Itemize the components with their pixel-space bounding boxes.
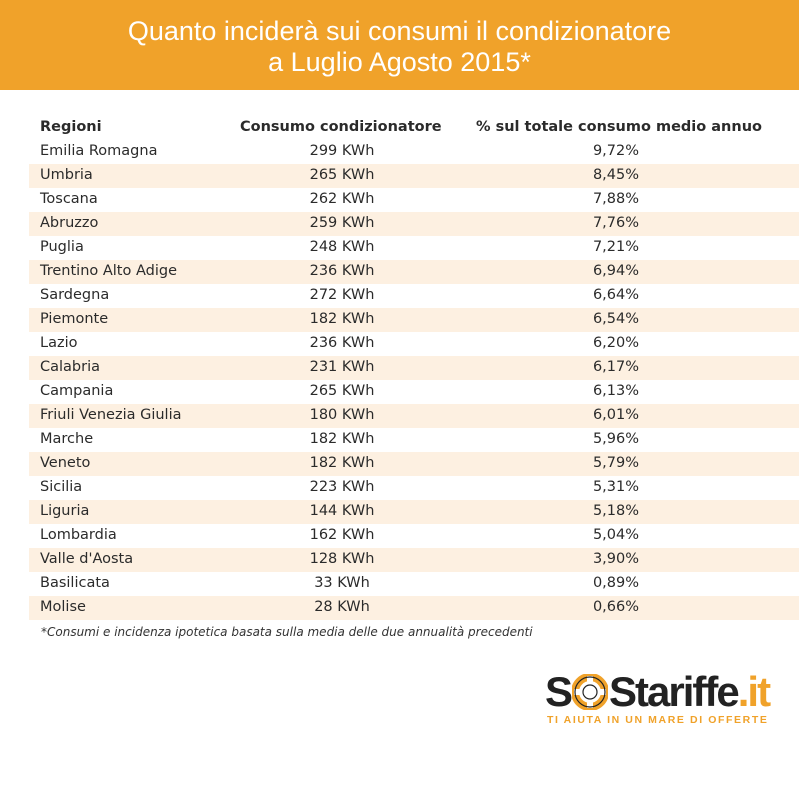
table-header: Regioni Consumo condizionatore % sul tot… (29, 116, 799, 140)
footnote: *Consumi e incidenza ipotetica basata su… (41, 625, 533, 639)
table-row: Valle d'Aosta 128 KWh 3,90% (29, 548, 799, 572)
cell-percentuale: 6,01% (592, 407, 640, 423)
cell-percentuale: 6,94% (592, 263, 640, 279)
cell-regione: Trentino Alto Adige (40, 263, 177, 279)
cell-regione: Lombardia (40, 527, 117, 543)
cell-percentuale: 8,45% (592, 167, 640, 183)
cell-regione: Liguria (40, 503, 90, 519)
cell-percentuale: 7,76% (592, 215, 640, 231)
table-row: Liguria 144 KWh 5,18% (29, 500, 799, 524)
cell-regione: Piemonte (40, 311, 109, 327)
cell-percentuale: 7,21% (592, 239, 640, 255)
cell-regione: Toscana (40, 191, 98, 207)
cell-percentuale: 3,90% (592, 551, 640, 567)
cell-consumo: 223 KWh (309, 479, 375, 495)
table-row: Campania 265 KWh 6,13% (29, 380, 799, 404)
cell-regione: Puglia (40, 239, 84, 255)
cell-consumo: 272 KWh (309, 287, 375, 303)
cell-percentuale: 5,31% (592, 479, 640, 495)
table-row: Sicilia 223 KWh 5,31% (29, 476, 799, 500)
logo-tagline: TI AIUTA IN UN MARE DI OFFERTE (547, 714, 769, 726)
cell-percentuale: 5,18% (592, 503, 640, 519)
column-header-percentuale: % sul totale consumo medio annuo (476, 119, 762, 135)
cell-regione: Umbria (40, 167, 93, 183)
table-row: Molise 28 KWh 0,66% (29, 596, 799, 620)
cell-percentuale: 5,04% (592, 527, 640, 543)
table-row: Puglia 248 KWh 7,21% (29, 236, 799, 260)
table-row: Basilicata 33 KWh 0,89% (29, 572, 799, 596)
logo-letter-s1: S (545, 668, 573, 715)
cell-percentuale: 7,88% (592, 191, 640, 207)
table-row: Emilia Romagna 299 KWh 9,72% (29, 140, 799, 164)
cell-regione: Lazio (40, 335, 78, 351)
cell-regione: Molise (40, 599, 86, 615)
logo-letter-s2: S (609, 668, 637, 715)
sostariffe-logo: S Stariffe.it TI AIUTA IN UN MARE DI OFF… (545, 670, 785, 730)
cell-consumo: 180 KWh (309, 407, 375, 423)
cell-percentuale: 5,96% (592, 431, 640, 447)
cell-regione: Friuli Venezia Giulia (40, 407, 182, 423)
table-row: Lazio 236 KWh 6,20% (29, 332, 799, 356)
cell-consumo: 265 KWh (309, 383, 375, 399)
cell-percentuale: 0,89% (592, 575, 640, 591)
table-row: Friuli Venezia Giulia 180 KWh 6,01% (29, 404, 799, 428)
cell-regione: Emilia Romagna (40, 143, 158, 159)
cell-regione: Sardegna (40, 287, 110, 303)
table-row: Marche 182 KWh 5,96% (29, 428, 799, 452)
title-line-1: Quanto inciderà sui consumi il condizion… (127, 16, 672, 46)
table-row: Trentino Alto Adige 236 KWh 6,94% (29, 260, 799, 284)
cell-regione: Veneto (40, 455, 91, 471)
cell-regione: Sicilia (40, 479, 83, 495)
cell-percentuale: 6,64% (592, 287, 640, 303)
consumption-table: Regioni Consumo condizionatore % sul tot… (29, 116, 799, 620)
cell-percentuale: 9,72% (592, 143, 640, 159)
title-line-2: a Luglio Agosto 2015* (268, 47, 531, 77)
cell-regione: Calabria (40, 359, 101, 375)
cell-consumo: 128 KWh (309, 551, 375, 567)
table-row: Veneto 182 KWh 5,79% (29, 452, 799, 476)
logo-domain: .it (737, 668, 771, 715)
column-header-consumo: Consumo condizionatore (240, 119, 442, 135)
cell-percentuale: 6,17% (592, 359, 640, 375)
cell-consumo: 28 KWh (314, 599, 370, 615)
table-row: Calabria 231 KWh 6,17% (29, 356, 799, 380)
table-body: Emilia Romagna 299 KWh 9,72% Umbria 265 KWh 8… (29, 140, 799, 620)
cell-percentuale: 6,20% (592, 335, 640, 351)
cell-consumo: 144 KWh (309, 503, 375, 519)
cell-consumo: 231 KWh (309, 359, 375, 375)
table-row: Umbria 265 KWh 8,45% (29, 164, 799, 188)
cell-percentuale: 6,54% (592, 311, 640, 327)
cell-consumo: 265 KWh (309, 167, 375, 183)
table-row: Toscana 262 KWh 7,88% (29, 188, 799, 212)
table-row: Abruzzo 259 KWh 7,76% (29, 212, 799, 236)
cell-percentuale: 6,13% (592, 383, 640, 399)
logo-word-tariffe: tariffe (635, 668, 740, 715)
cell-consumo: 182 KWh (309, 431, 375, 447)
cell-consumo: 248 KWh (309, 239, 375, 255)
table-row: Sardegna 272 KWh 6,64% (29, 284, 799, 308)
cell-consumo: 182 KWh (309, 311, 375, 327)
cell-regione: Marche (40, 431, 94, 447)
column-header-regioni: Regioni (40, 119, 102, 135)
cell-consumo: 33 KWh (314, 575, 370, 591)
cell-consumo: 262 KWh (309, 191, 375, 207)
cell-regione: Valle d'Aosta (40, 551, 134, 567)
cell-consumo: 236 KWh (309, 335, 375, 351)
cell-consumo: 162 KWh (309, 527, 375, 543)
cell-consumo: 236 KWh (309, 263, 375, 279)
cell-regione: Basilicata (40, 575, 110, 591)
cell-consumo: 299 KWh (309, 143, 375, 159)
cell-percentuale: 0,66% (592, 599, 640, 615)
cell-regione: Campania (40, 383, 114, 399)
cell-regione: Abruzzo (40, 215, 99, 231)
cell-consumo: 259 KWh (309, 215, 375, 231)
table-row: Lombardia 162 KWh 5,04% (29, 524, 799, 548)
title-banner: Quanto inciderà sui consumi il condizion… (0, 0, 799, 90)
cell-consumo: 182 KWh (309, 455, 375, 471)
table-row: Piemonte 182 KWh 6,54% (29, 308, 799, 332)
cell-percentuale: 5,79% (592, 455, 640, 471)
logo-wordmark: S Stariffe.it (545, 668, 771, 715)
lifebuoy-icon (572, 674, 609, 710)
